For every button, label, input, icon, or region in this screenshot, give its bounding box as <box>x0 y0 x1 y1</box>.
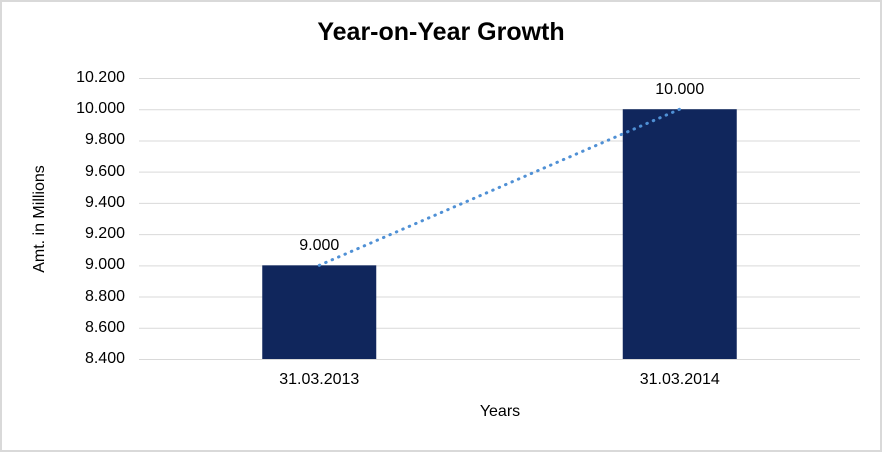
bar-31.03.2013 <box>262 265 377 359</box>
y-tick-label: 9.400 <box>84 193 125 211</box>
chart-title: Year-on-Year Growth <box>317 18 565 46</box>
trendline <box>317 107 682 267</box>
category-label: 31.03.2013 <box>279 371 360 388</box>
y-tick-label: 8.400 <box>84 350 125 367</box>
y-tick-label: 10.000 <box>76 100 125 118</box>
y-tick-label: 9.800 <box>84 131 125 149</box>
data-label: 9.000 <box>299 237 340 255</box>
y-tick-label: 9.600 <box>84 162 125 180</box>
y-tick-label: 8.800 <box>84 287 125 305</box>
x-axis-title: Years <box>479 403 521 420</box>
y-tick-label: 10.200 <box>76 69 125 86</box>
y-tick-label: 8.600 <box>84 318 125 336</box>
y-tick-label: 9.200 <box>84 225 125 243</box>
y-tick-label: 9.000 <box>84 256 125 274</box>
category-label: 31.03.2014 <box>639 371 720 388</box>
data-label: 10.000 <box>655 81 705 99</box>
bar-31.03.2014 <box>622 109 737 359</box>
